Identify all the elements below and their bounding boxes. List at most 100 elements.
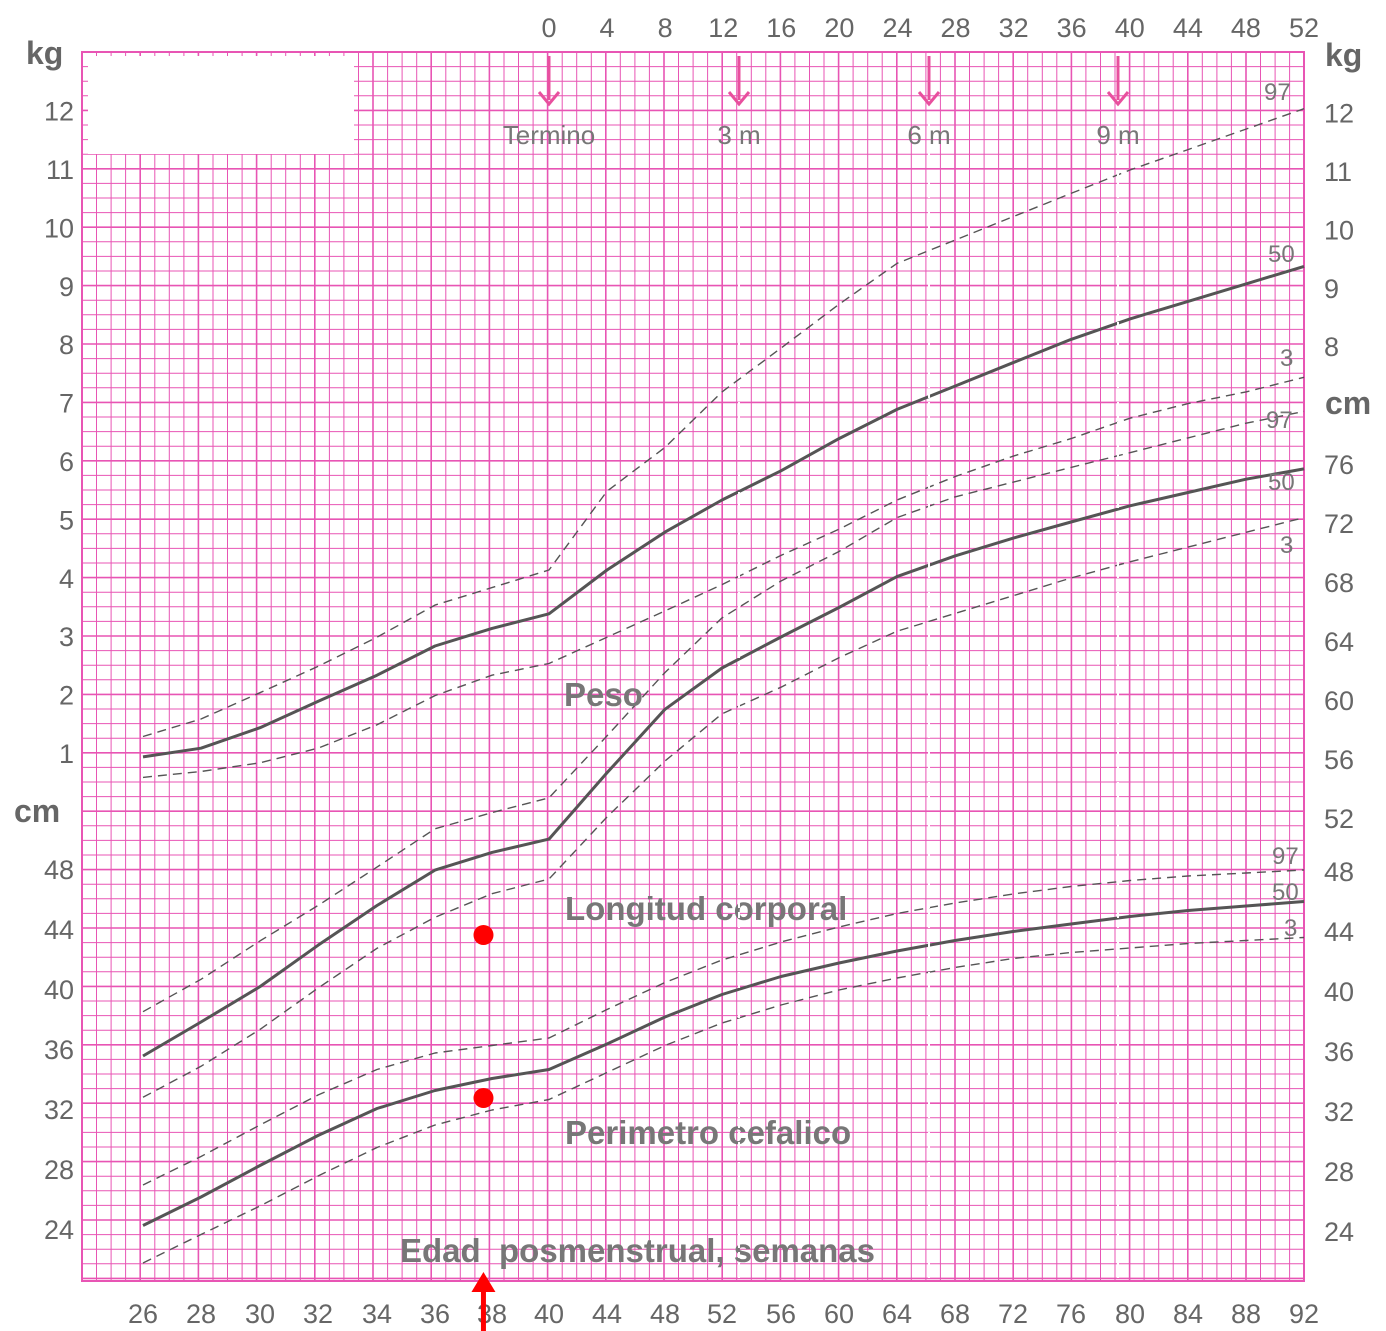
age-marker-label: 6 m <box>907 120 950 150</box>
x-tick-top: 0 <box>541 13 556 43</box>
x-axis-label: Edad posmenstrual, semanas <box>400 1232 875 1269</box>
age-markers: Termino 3 m 6 m 9 m <box>503 56 1140 1281</box>
x-tick-top: 28 <box>941 13 971 43</box>
curve-peso-p50 <box>142 264 1305 759</box>
right-unit-kg: kg <box>1325 37 1362 73</box>
x-tick-bottom: 56 <box>766 1299 796 1329</box>
x-tick-bottom: 32 <box>303 1299 333 1329</box>
x-tick-top: 52 <box>1289 13 1319 43</box>
x-tick-bottom: 40 <box>534 1299 564 1329</box>
x-tick-top: 20 <box>824 13 854 43</box>
pct-longitud-50: 50 <box>1268 469 1295 496</box>
age-marker-arrow-head <box>1106 91 1130 107</box>
pct-perimetro-97: 97 <box>1272 843 1299 870</box>
x-tick-bottom: 76 <box>1056 1299 1086 1329</box>
pct-longitud-97: 97 <box>1266 407 1293 434</box>
x-tick-bottom: 26 <box>128 1299 158 1329</box>
y-tick-left-cm: 40 <box>44 975 74 1005</box>
y-tick-right-cm: 68 <box>1324 568 1354 598</box>
x-tick-bottom: 64 <box>882 1299 912 1329</box>
y-tick-left-cm: 36 <box>44 1035 74 1065</box>
axis-ticks: 26 28 30 32 34 36 38 40 44 48 52 56 60 64 68 72 76 80 84 88… <box>44 13 1354 1329</box>
age-marker-arrow-head <box>537 91 561 107</box>
y-tick-left-kg: 8 <box>59 330 74 360</box>
y-tick-right-cm: 28 <box>1324 1157 1354 1187</box>
x-tick-bottom: 28 <box>186 1299 216 1329</box>
y-tick-left-kg: 2 <box>59 681 74 711</box>
y-tick-right-kg: 9 <box>1324 274 1339 304</box>
age-marker-arrow-head <box>727 91 751 107</box>
y-tick-right-cm: 32 <box>1324 1097 1354 1127</box>
patient-point-perimetro <box>473 1088 494 1108</box>
y-tick-left-kg: 9 <box>59 272 74 302</box>
y-tick-right-cm: 48 <box>1324 857 1354 887</box>
x-tick-top: 4 <box>600 13 615 43</box>
curve-longitud-p50 <box>142 467 1305 1058</box>
curve-perimetro-p50 <box>142 900 1305 1227</box>
x-tick-bottom: 34 <box>362 1299 392 1329</box>
x-tick-bottom: 72 <box>998 1299 1028 1329</box>
curve-longitud-p3 <box>142 516 1305 1098</box>
x-tick-bottom: 80 <box>1115 1299 1145 1329</box>
x-tick-top: 16 <box>766 13 796 43</box>
x-tick-top: 12 <box>708 13 738 43</box>
patient-point-longitud <box>473 925 494 945</box>
left-unit-kg: kg <box>26 35 63 71</box>
y-tick-left-kg: 7 <box>59 389 74 419</box>
x-tick-top: 36 <box>1057 13 1087 43</box>
x-tick-bottom: 52 <box>707 1299 737 1329</box>
y-tick-left-kg: 3 <box>59 622 74 652</box>
current-age-arrow <box>471 1272 496 1331</box>
curve-perimetro-p97 <box>142 869 1305 1186</box>
grid <box>81 51 1305 1282</box>
y-tick-right-kg: 11 <box>1324 157 1352 187</box>
y-tick-right-cm: 40 <box>1324 977 1354 1007</box>
y-tick-right-kg: 8 <box>1324 332 1339 362</box>
y-tick-left-kg: 1 <box>59 739 74 769</box>
y-tick-right-cm: 44 <box>1324 917 1354 947</box>
y-tick-right-cm: 52 <box>1324 804 1354 834</box>
x-tick-top: 44 <box>1173 13 1203 43</box>
curve-perimetro-p3 <box>142 936 1305 1264</box>
y-tick-left-kg: 12 <box>44 97 74 127</box>
x-tick-bottom: 92 <box>1289 1299 1319 1329</box>
x-tick-bottom: 48 <box>650 1299 680 1329</box>
age-marker-label: 3 m <box>717 120 760 150</box>
pct-peso-50: 50 <box>1268 241 1295 268</box>
y-tick-left-kg: 6 <box>59 447 74 477</box>
age-marker-label: 9 m <box>1096 120 1139 150</box>
y-tick-right-cm: 72 <box>1324 509 1354 539</box>
y-tick-right-cm: 60 <box>1324 686 1354 716</box>
y-tick-left-cm: 28 <box>44 1155 74 1185</box>
x-tick-bottom: 60 <box>824 1299 854 1329</box>
y-tick-left-cm: 48 <box>44 855 74 885</box>
curve-longitud-p97 <box>142 410 1305 1013</box>
percentile-curves <box>142 108 1305 1264</box>
x-tick-top: 40 <box>1115 13 1145 43</box>
label-perimetro: Perimetro cefalico <box>565 1114 851 1151</box>
pct-peso-97: 97 <box>1264 79 1291 106</box>
label-peso: Peso <box>564 676 643 713</box>
x-tick-top: 48 <box>1231 13 1261 43</box>
y-tick-right-kg: 12 <box>1324 99 1354 129</box>
blank-label-box <box>88 56 354 154</box>
y-tick-left-kg: 5 <box>59 505 74 535</box>
label-longitud: Longitud corporal <box>565 890 847 927</box>
y-tick-right-kg: 10 <box>1324 215 1354 245</box>
y-tick-right-cm: 76 <box>1324 450 1354 480</box>
y-tick-right-cm: 64 <box>1324 627 1354 657</box>
age-marker-label: Termino <box>503 120 595 150</box>
curve-peso-p3 <box>142 376 1305 779</box>
y-tick-left-kg: 10 <box>44 213 74 243</box>
x-tick-bottom: 88 <box>1231 1299 1261 1329</box>
y-tick-left-cm: 24 <box>44 1215 74 1245</box>
age-marker-arrow-head <box>917 91 941 107</box>
right-unit-cm: cm <box>1325 385 1371 421</box>
x-tick-top: 32 <box>999 13 1029 43</box>
y-tick-right-cm: 56 <box>1324 745 1354 775</box>
current-arrow-head <box>471 1272 496 1292</box>
patient-points <box>473 925 494 1108</box>
x-tick-bottom: 30 <box>245 1299 275 1329</box>
left-unit-cm: cm <box>14 793 60 829</box>
x-tick-top: 8 <box>658 13 673 43</box>
